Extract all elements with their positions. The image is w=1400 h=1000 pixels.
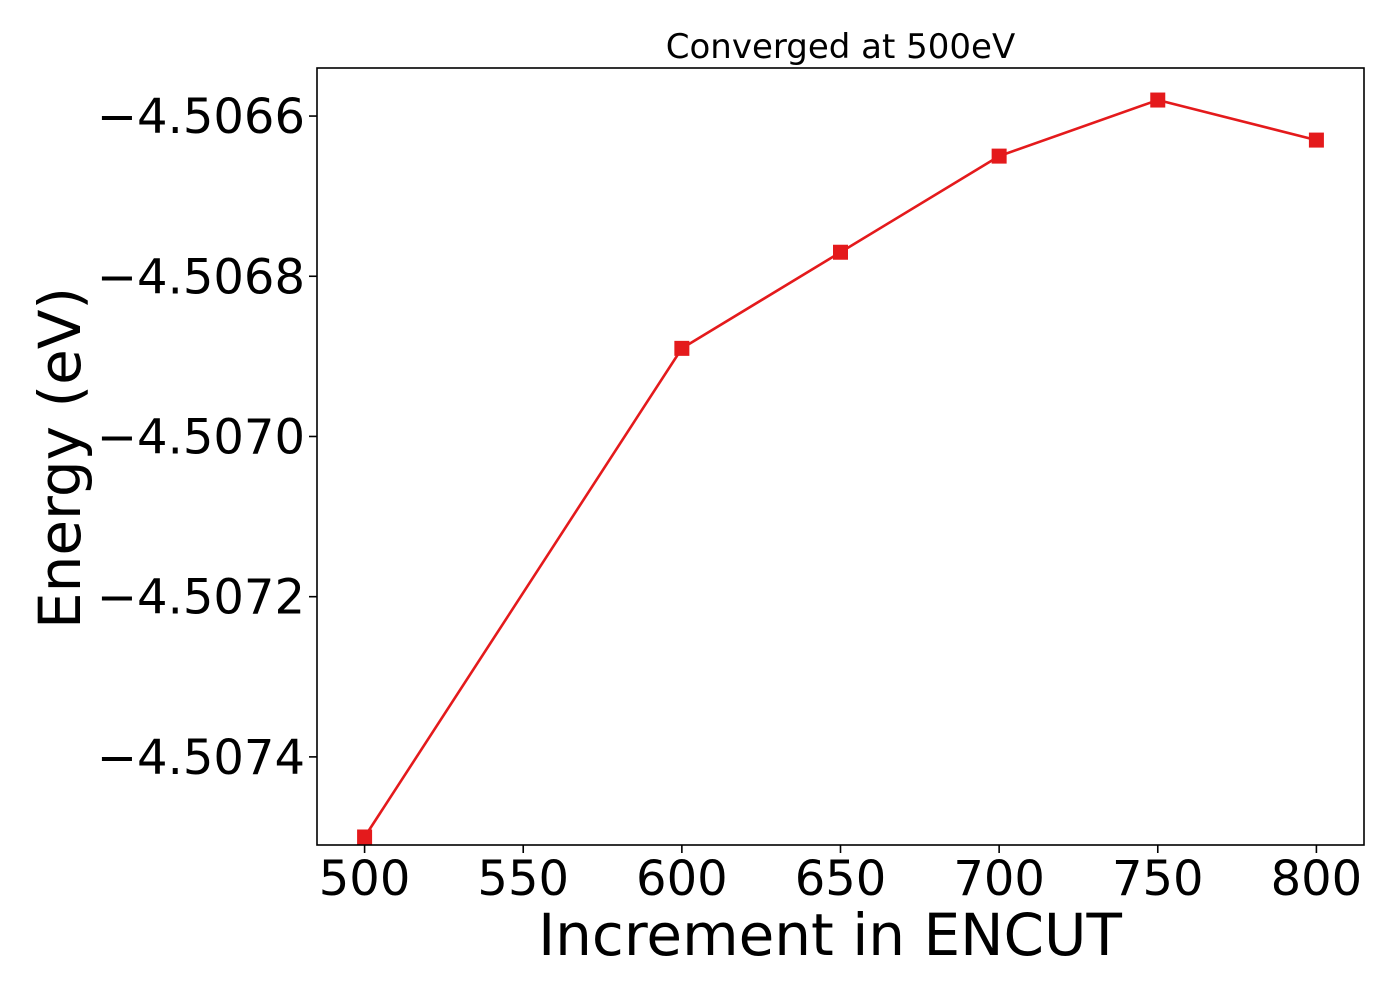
x-axis-ticks: 500 550 600 650 700 750 800 (319, 845, 1362, 907)
plot-frame (316, 67, 1365, 846)
series-layer (357, 92, 1324, 845)
x-tick-label: 550 (477, 851, 569, 907)
plot-area (317, 68, 1364, 845)
y-tick-label: −4.5074 (97, 730, 305, 786)
y-tick-label: −4.5072 (97, 570, 305, 626)
series-line (363, 98, 1318, 839)
x-tick-label: 750 (1112, 851, 1204, 907)
y-tick-label: −4.5066 (97, 89, 305, 145)
y-axis-ticks: −4.5074 −4.5072 −4.5070 −4.5068 −4.5066 (97, 89, 317, 786)
x-tick-label: 650 (795, 851, 887, 907)
x-tick-label: 500 (319, 851, 411, 907)
data-point-marker (1150, 92, 1166, 108)
x-tick-label: 800 (1271, 851, 1363, 907)
y-axis-label: Energy (eV) (26, 287, 94, 629)
data-point-marker (991, 148, 1007, 164)
y-tick-label: −4.5070 (97, 409, 305, 465)
data-point-marker (674, 340, 690, 356)
x-tick-label: 700 (953, 851, 1045, 907)
x-tick-label: 600 (636, 851, 728, 907)
x-axis-label: Increment in ENCUT (538, 901, 1122, 969)
chart-title: Converged at 500eV (666, 27, 1015, 67)
data-point-marker (357, 829, 373, 845)
data-point-marker (833, 244, 848, 260)
data-point-marker (1308, 132, 1324, 148)
y-tick-label: −4.5068 (97, 249, 305, 305)
